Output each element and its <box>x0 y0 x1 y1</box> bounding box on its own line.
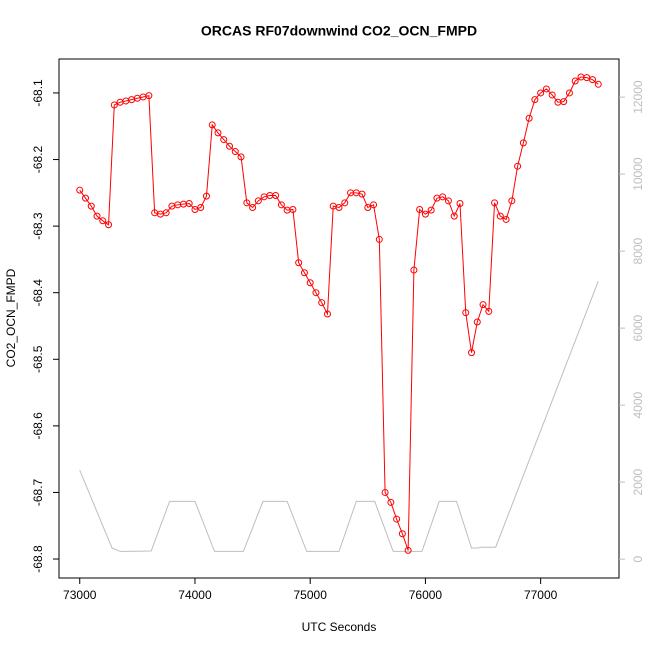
y-tick-label: -68.1 <box>31 79 45 107</box>
data-point <box>439 193 447 201</box>
data-point <box>289 205 297 213</box>
data-point <box>444 197 452 205</box>
data-point <box>202 192 210 200</box>
data-point <box>548 91 556 99</box>
data-point <box>514 162 522 170</box>
data-point <box>427 206 435 214</box>
x-tick-label: 73000 <box>63 588 97 602</box>
data-point <box>375 235 383 243</box>
data-point <box>479 301 487 309</box>
data-point <box>272 191 280 199</box>
data-point <box>220 136 228 144</box>
data-point <box>231 148 239 156</box>
data-point <box>300 269 308 277</box>
data-point <box>185 199 193 207</box>
data-point <box>249 203 257 211</box>
x-tick-label: 75000 <box>294 588 328 602</box>
y2-tick-label: 10000 <box>631 157 645 191</box>
data-point <box>508 197 516 205</box>
data-point <box>387 498 395 506</box>
data-point <box>335 203 343 211</box>
data-point <box>565 89 573 97</box>
data-point <box>531 96 539 104</box>
data-point <box>468 349 476 357</box>
data-point <box>485 307 493 315</box>
y2-tick-label: 2000 <box>631 468 645 495</box>
y-tick-label: -68.7 <box>31 478 45 506</box>
data-point <box>571 77 579 85</box>
data-point <box>416 205 424 213</box>
data-point <box>496 212 504 220</box>
x-tick-label: 76000 <box>409 588 443 602</box>
y-tick-label: -68.3 <box>31 212 45 240</box>
y2-tick-label: 12000 <box>631 80 645 114</box>
y2-tick-label: 8000 <box>631 237 645 264</box>
data-point <box>277 201 285 209</box>
data-point <box>323 310 331 318</box>
data-point <box>254 197 262 205</box>
data-point <box>491 199 499 207</box>
data-point <box>525 114 533 122</box>
data-point <box>318 299 326 307</box>
data-point <box>594 80 602 88</box>
y-tick-label: -68.4 <box>31 279 45 307</box>
data-point <box>404 546 412 554</box>
data-point <box>162 209 170 217</box>
data-point <box>410 266 418 274</box>
plot-frame <box>58 58 620 579</box>
data-point <box>358 190 366 198</box>
data-point <box>105 221 113 229</box>
data-point <box>341 199 349 207</box>
data-point <box>473 318 481 326</box>
y-axis-label: CO2_OCN_FMPD <box>4 268 18 367</box>
data-point <box>421 210 429 218</box>
data-point <box>312 289 320 297</box>
data-point <box>450 212 458 220</box>
data-point <box>226 142 234 150</box>
data-point <box>208 121 216 129</box>
data-point <box>519 139 527 147</box>
y2-tick-label: 4000 <box>631 391 645 418</box>
data-point <box>381 488 389 496</box>
data-point <box>237 153 245 161</box>
y2-tick-label: 6000 <box>631 314 645 341</box>
y-tick-label: -68.2 <box>31 146 45 174</box>
data-point <box>588 76 596 84</box>
data-point <box>99 217 107 225</box>
data-point <box>560 98 568 106</box>
y2-tick-label: 0 <box>631 555 645 562</box>
x-tick-label: 74000 <box>178 588 212 602</box>
data-point <box>370 201 378 209</box>
data-point <box>87 202 95 210</box>
data-point <box>214 129 222 137</box>
data-point <box>398 530 406 538</box>
x-axis-label: UTC Seconds <box>302 620 377 634</box>
data-point <box>502 215 510 223</box>
series-line <box>79 76 599 551</box>
data-point <box>243 199 251 207</box>
series-line <box>79 280 599 552</box>
data-point <box>462 309 470 317</box>
data-point <box>364 203 372 211</box>
data-point <box>537 89 545 97</box>
data-point <box>456 199 464 207</box>
y-tick-label: -68.8 <box>31 545 45 573</box>
data-point <box>306 279 314 287</box>
data-point <box>82 194 90 202</box>
y-tick-label: -68.6 <box>31 412 45 440</box>
chart-title: ORCAS RF07downwind CO2_OCN_FMPD <box>201 23 477 39</box>
data-point <box>76 186 84 194</box>
data-point <box>110 101 118 109</box>
data-point <box>542 85 550 93</box>
data-point <box>393 515 401 523</box>
data-point <box>295 259 303 267</box>
y-tick-label: -68.5 <box>31 345 45 373</box>
data-point <box>145 92 153 100</box>
data-point <box>93 212 101 220</box>
x-tick-label: 77000 <box>524 588 558 602</box>
data-point <box>197 203 205 211</box>
